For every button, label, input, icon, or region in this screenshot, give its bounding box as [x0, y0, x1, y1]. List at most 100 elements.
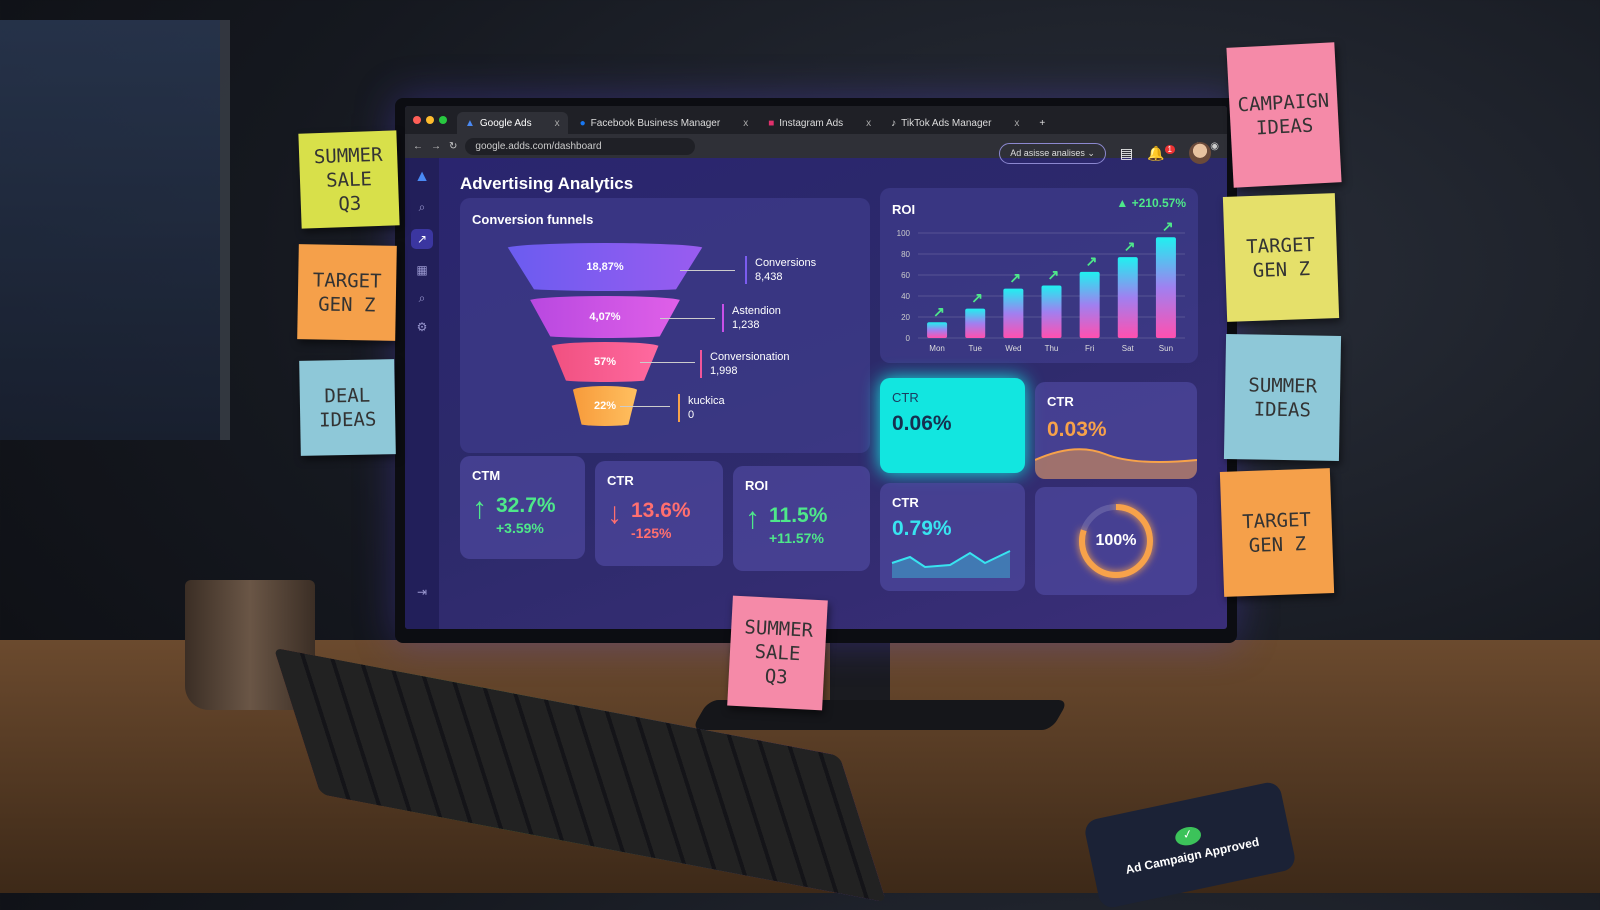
close-icon[interactable]: x [554, 117, 560, 129]
sparkline [891, 550, 1011, 578]
y-tick-label: 0 [906, 334, 911, 343]
roi-change: ▲ +210.57% [1116, 196, 1186, 210]
bar [1117, 257, 1138, 338]
kpi-tile[interactable]: CTM ↑ 32.7% +3.59% [460, 456, 585, 559]
forward-icon[interactable]: → [431, 140, 441, 152]
close-icon[interactable]: x [743, 117, 749, 129]
ctr-tile-orange[interactable]: CTR 0.03% [1035, 382, 1197, 479]
reports-icon[interactable]: ▦ [416, 263, 428, 277]
profile-icon[interactable]: ◉ [1210, 140, 1219, 152]
bar [1003, 288, 1024, 338]
sticky-note: SUMMER SALE Q3 [727, 595, 828, 711]
sparkline [1035, 448, 1197, 479]
leader-line [680, 270, 735, 271]
facebook-icon: ● [579, 117, 586, 129]
instagram-icon: ■ [768, 117, 775, 129]
trend-arrow-icon: ↗ [933, 303, 945, 319]
funnel-label: Conversions 8,438 [745, 256, 816, 284]
bar [1079, 271, 1100, 338]
background-window [0, 20, 230, 440]
trend-arrow-icon: ↗ [971, 290, 983, 306]
funnel-panel: Conversion funnels 18,87% 4,07% 57% 22% … [460, 198, 870, 453]
funnel-title: Conversion funnels [472, 212, 594, 227]
leader-line [640, 362, 695, 363]
screen: ▲ Google Ads x ● Facebook Business Manager x… [405, 106, 1227, 629]
tiktok-icon: ♪ [891, 117, 897, 129]
trend-arrow-icon: ↗ [1162, 218, 1174, 234]
trend-arrow-icon: ↗ [1086, 253, 1098, 269]
arrow-up-icon: ↑ [745, 502, 760, 535]
tab-google-ads[interactable]: ▲ Google Ads x [457, 112, 568, 134]
bar [927, 322, 948, 338]
y-tick-label: 40 [901, 292, 910, 301]
account-dropdown[interactable]: Ad asisse analises ⌄ [999, 142, 1106, 164]
chart-title: ROI [892, 202, 916, 217]
leader-line [660, 318, 715, 319]
search-icon[interactable]: ⌕ [418, 200, 426, 214]
tab-tiktok[interactable]: ♪ TikTok Ads Manager x [891, 117, 1020, 129]
bar [1041, 285, 1062, 338]
close-icon[interactable]: x [866, 117, 872, 129]
funnel-stage[interactable]: 4,07% [528, 296, 682, 338]
sticky-note: CAMPAIGN IDEAS [1226, 42, 1342, 188]
back-icon[interactable]: ← [413, 140, 423, 152]
funnel-label: Conversionation 1,998 [700, 350, 790, 378]
kpi-tile[interactable]: CTR ↓ 13.6% -125% [595, 461, 723, 566]
logo-icon: ▲ [414, 168, 430, 185]
close-icon[interactable]: x [1014, 117, 1020, 129]
x-tick-label: Sat [1122, 344, 1135, 353]
leader-line [620, 406, 670, 407]
avatar[interactable] [1189, 142, 1211, 164]
sticky-note: TARGET GEN Z [297, 244, 397, 341]
y-tick-label: 20 [901, 313, 910, 322]
settings-icon[interactable]: ⚙ [416, 320, 428, 334]
funnel-label: Astendion 1,238 [722, 304, 781, 332]
sticky-note: TARGET GEN Z [1219, 468, 1335, 597]
ctr-tile-cyan[interactable]: CTR 0.06% [880, 378, 1025, 473]
analytics-icon[interactable]: ↗ [410, 229, 434, 249]
arrow-down-icon: ↓ [607, 497, 622, 530]
search-icon[interactable]: ⌕ [418, 291, 426, 305]
header-actions: Ad asisse analises ⌄ ▤ 🔔 1 [999, 142, 1211, 164]
url-input[interactable]: google.adds.com/dashboard [465, 137, 696, 155]
sticky-note: TARGET GEN Z [1222, 193, 1340, 322]
x-tick-label: Tue [968, 344, 982, 353]
logout-icon[interactable]: ⇥ [416, 585, 428, 599]
check-icon: ✓ [1173, 824, 1203, 848]
tab-facebook[interactable]: ● Facebook Business Manager x [579, 117, 749, 129]
x-tick-label: Thu [1045, 344, 1059, 353]
sticky-note: DEAL IDEAS [299, 359, 396, 456]
monitor-stand [830, 640, 890, 710]
messages-icon[interactable]: ▤ [1119, 144, 1134, 161]
google-ads-icon: ▲ [465, 117, 475, 129]
x-tick-label: Sun [1159, 344, 1173, 353]
progress-ring [1079, 504, 1153, 578]
x-tick-label: Wed [1005, 344, 1021, 353]
new-tab-button[interactable]: + [1039, 117, 1046, 129]
roi-chart-panel: ROI ▲ +210.57% 0 20 40 60 80 100 ↗ Mon ↗ Tue ↗ Wed ↗… [880, 188, 1198, 363]
bell-icon[interactable]: 🔔 1 [1147, 145, 1175, 162]
sidebar: ▲ ⌕ ↗ ▦ ⌕ ⚙ ⇥ [405, 158, 439, 629]
ring-fill [1079, 504, 1153, 578]
x-tick-label: Fri [1085, 344, 1095, 353]
ctr-tile-cyan-line[interactable]: CTR 0.79% [880, 483, 1025, 591]
notification-badge: 1 [1164, 144, 1175, 154]
funnel-label: kuckica 0 [678, 394, 725, 422]
y-tick-label: 60 [901, 271, 910, 280]
trend-arrow-icon: ↗ [1009, 270, 1021, 286]
trend-arrow-icon: ↗ [1124, 238, 1136, 254]
tab-instagram[interactable]: ■ Instagram Ads x [768, 117, 872, 129]
y-tick-label: 80 [901, 250, 910, 259]
progress-ring-tile[interactable]: 100% [1035, 487, 1197, 595]
funnel-stage[interactable]: 18,87% [505, 243, 705, 291]
trend-arrow-icon: ↗ [1048, 267, 1060, 283]
window-controls[interactable] [413, 116, 447, 124]
sticky-note: SUMMER SALE Q3 [298, 130, 400, 229]
bar [1155, 237, 1176, 338]
address-bar-row: ←→↻ google.adds.com/dashboard ☆◉ [405, 134, 1227, 158]
sticky-note: SUMMER IDEAS [1223, 334, 1342, 461]
kpi-tile[interactable]: ROI ↑ 11.5% +11.57% [733, 466, 870, 571]
tab-bar: ▲ Google Ads x ● Facebook Business Manager x… [405, 106, 1227, 134]
reload-icon[interactable]: ↻ [449, 140, 458, 152]
monitor: ▲ Google Ads x ● Facebook Business Manager x… [395, 98, 1237, 643]
